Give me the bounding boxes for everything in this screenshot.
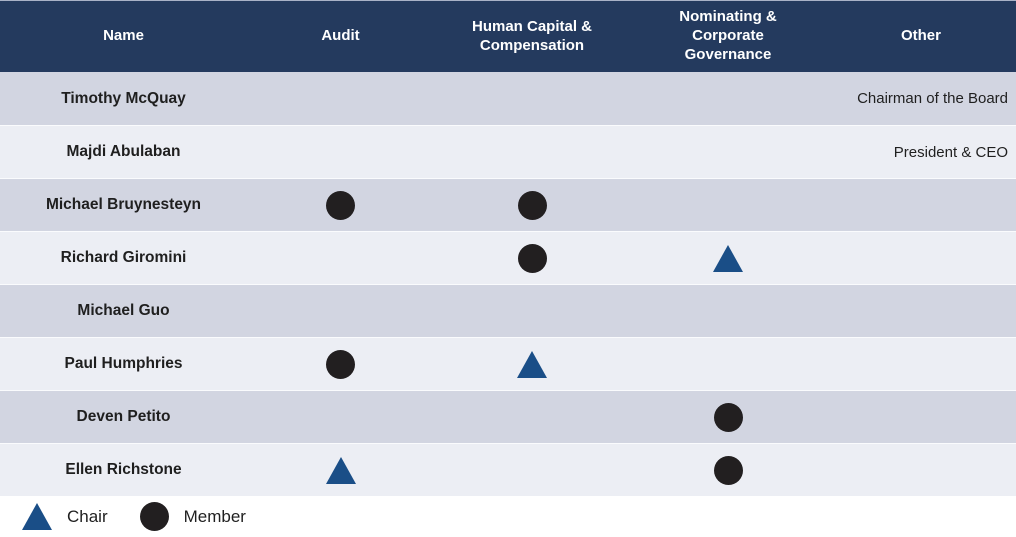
member-icon	[517, 190, 547, 220]
column-header-audit: Audit	[247, 1, 434, 72]
human-capital-compensation-cell	[434, 179, 630, 231]
member-icon	[713, 402, 743, 432]
chair-icon	[22, 503, 52, 530]
column-header-label: Nominating & Corporate Governance	[679, 8, 777, 63]
director-name: Paul Humphries	[64, 355, 183, 372]
audit-cell	[247, 232, 434, 284]
chair-icon	[325, 456, 356, 484]
director-name: Michael Guo	[77, 302, 170, 319]
table-row: Michael Guo	[0, 284, 1016, 337]
column-header-other: Other	[826, 1, 1016, 72]
other-role	[826, 179, 1016, 231]
director-name: Richard Giromini	[60, 249, 187, 266]
audit-cell	[247, 72, 434, 125]
column-header-label: Other	[900, 27, 941, 45]
column-header-human-capital-compensation: Human Capital & Compensation	[434, 1, 630, 72]
director-name: Deven Petito	[76, 408, 171, 425]
column-header-label: Name	[103, 27, 144, 45]
column-header-label: Audit	[321, 27, 360, 45]
human-capital-compensation-cell	[434, 444, 630, 496]
table-row: Paul Humphries	[0, 337, 1016, 390]
table-body: Timothy McQuay Chairman of the Board Maj…	[0, 72, 1016, 496]
column-header-label: Human Capital & Compensation	[471, 17, 592, 54]
nominating-corporate-governance-cell	[630, 285, 826, 337]
committee-composition-table: Name Audit Human Capital & Compensation …	[0, 0, 1016, 496]
nominating-corporate-governance-cell	[630, 444, 826, 496]
nominating-corporate-governance-cell	[630, 179, 826, 231]
other-role: Chairman of the Board	[857, 90, 1008, 107]
human-capital-compensation-cell	[434, 391, 630, 443]
legend-member-label: Member	[183, 506, 246, 526]
audit-cell	[247, 391, 434, 443]
table-row: Majdi Abulaban President & CEO	[0, 125, 1016, 178]
audit-cell	[247, 126, 434, 178]
table-row: Deven Petito	[0, 390, 1016, 443]
human-capital-compensation-cell	[434, 285, 630, 337]
member-icon	[326, 349, 355, 379]
chair-icon	[713, 244, 743, 272]
column-header-nominating-corporate-governance: Nominating & Corporate Governance	[630, 1, 826, 72]
audit-cell	[247, 285, 434, 337]
audit-cell	[247, 179, 434, 231]
director-name: Timothy McQuay	[61, 89, 186, 107]
director-name: Majdi Abulaban	[66, 143, 181, 160]
chair-icon	[517, 350, 547, 378]
other-role	[826, 338, 1016, 390]
member-icon	[139, 502, 169, 531]
table-row: Michael Bruynesteyn	[0, 178, 1016, 231]
nominating-corporate-governance-cell	[630, 126, 826, 178]
member-icon	[713, 455, 743, 485]
other-role: President & CEO	[893, 143, 1008, 161]
nominating-corporate-governance-cell	[630, 391, 826, 443]
table-header-row: Name Audit Human Capital & Compensation …	[0, 0, 1016, 72]
human-capital-compensation-cell	[434, 338, 630, 390]
legend: Chair Member	[0, 496, 1016, 537]
human-capital-compensation-cell	[434, 232, 630, 284]
table-row: Timothy McQuay Chairman of the Board	[0, 72, 1016, 125]
legend-chair-label: Chair	[67, 506, 108, 526]
table-row: Ellen Richstone	[0, 443, 1016, 496]
table-row: Richard Giromini	[0, 231, 1016, 284]
column-header-name: Name	[0, 1, 247, 72]
nominating-corporate-governance-cell	[630, 232, 826, 284]
nominating-corporate-governance-cell	[630, 72, 826, 125]
nominating-corporate-governance-cell	[630, 338, 826, 390]
other-role	[826, 232, 1016, 284]
human-capital-compensation-cell	[434, 72, 630, 125]
audit-cell	[247, 338, 434, 390]
member-icon	[517, 243, 547, 273]
director-name: Ellen Richstone	[65, 461, 182, 478]
other-role	[826, 391, 1016, 443]
other-role	[826, 444, 1016, 496]
audit-cell	[247, 444, 434, 496]
other-role	[826, 285, 1016, 337]
human-capital-compensation-cell	[434, 126, 630, 178]
director-name: Michael Bruynesteyn	[45, 196, 202, 213]
member-icon	[326, 190, 355, 220]
